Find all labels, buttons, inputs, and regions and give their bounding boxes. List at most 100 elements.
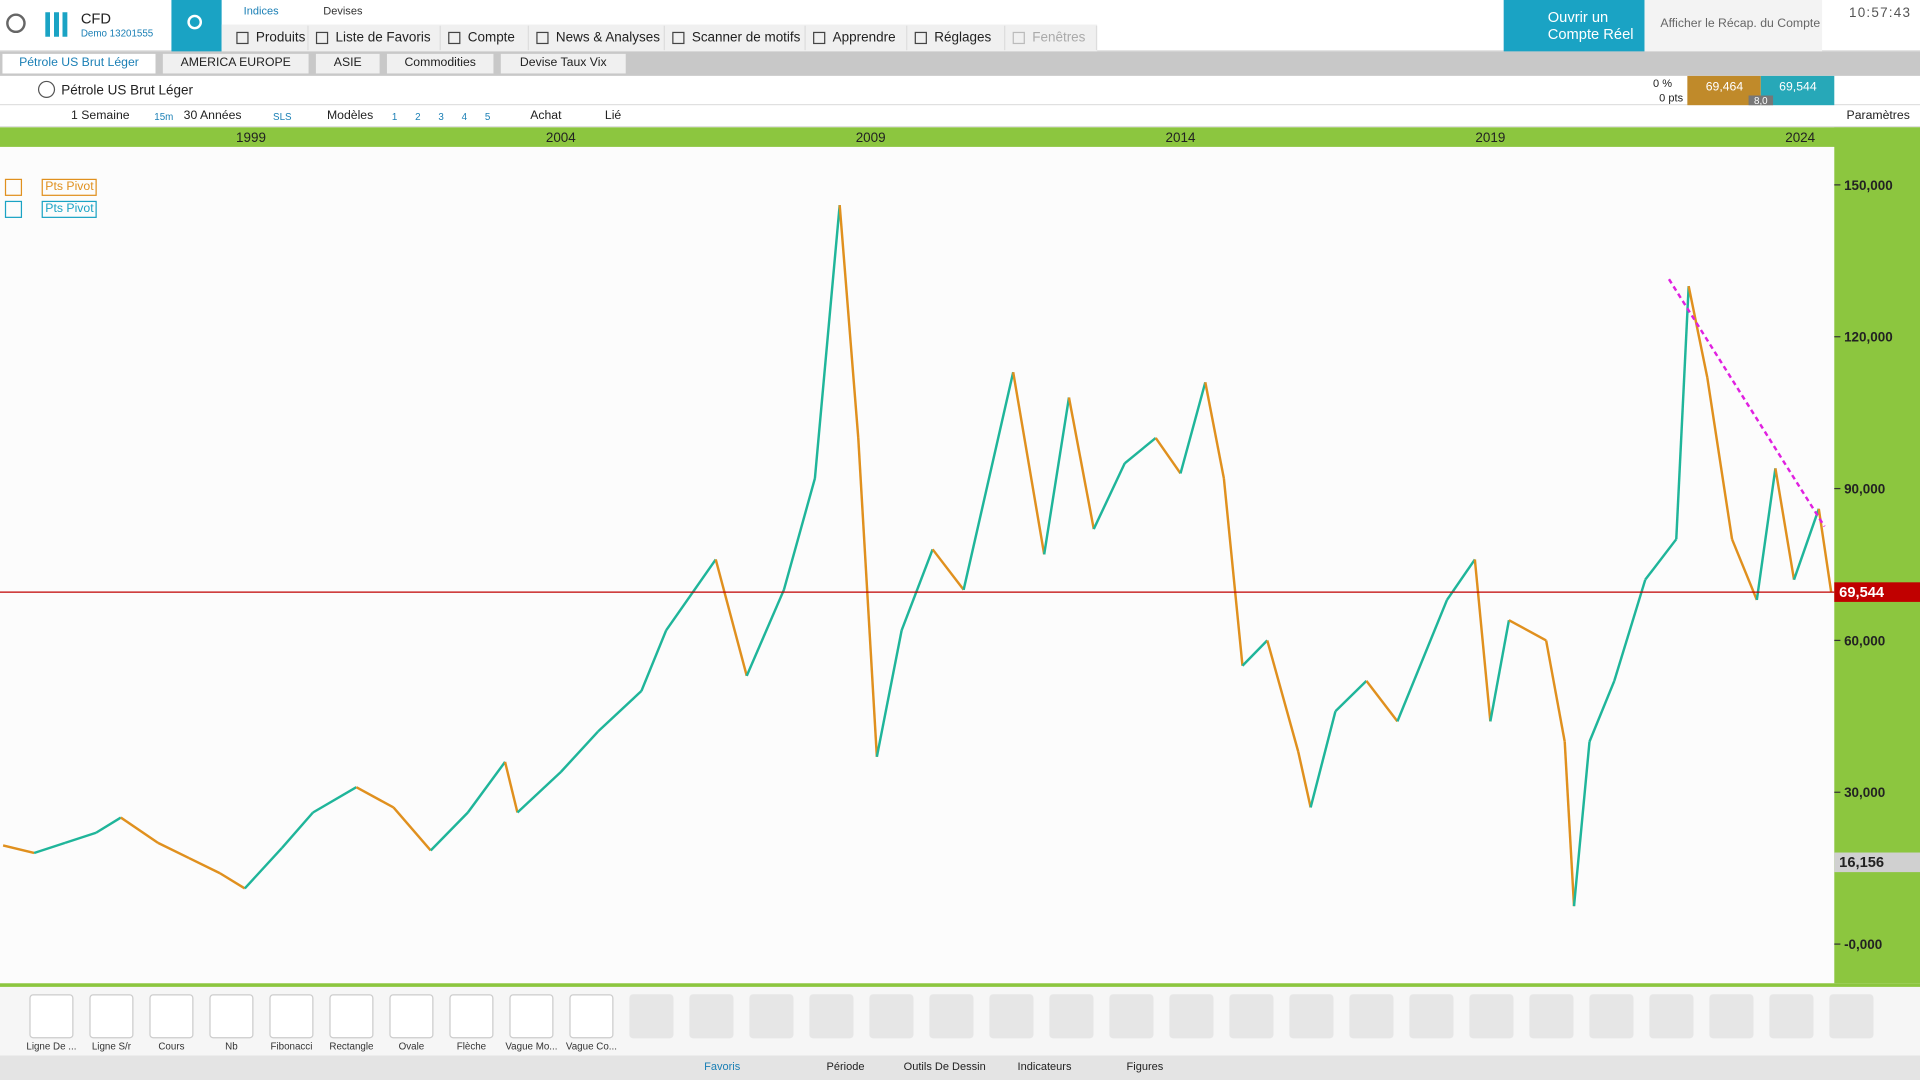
bottom-tab[interactable]: Outils De Dessin [903,1060,986,1073]
bottom-tab[interactable]: Favoris [704,1060,741,1073]
price-segment [1563,741,1576,907]
price-segment [1123,437,1157,465]
menu-item[interactable] [911,25,1006,51]
menu-icon [448,31,461,45]
cta-line: Ouvrir un [1547,8,1609,26]
bottom-tab[interactable]: Figures [1126,1060,1164,1073]
plot-area [0,146,1835,984]
toolbar-item[interactable]: Paramètres [1846,108,1910,123]
toolbar-item[interactable]: Achat [530,108,562,123]
price-segment [1544,640,1566,742]
tool-button[interactable] [89,994,134,1039]
menu-label: News & Analyses [555,30,660,46]
bid-button[interactable]: 69,464 [1687,75,1761,106]
tool-button[interactable] [29,994,74,1039]
menu-bar [221,24,1098,52]
price-segment [219,872,246,890]
watchlist-tab[interactable]: Devise Taux Vix [500,53,626,74]
menu-icon [813,31,826,45]
watchlist-tab[interactable]: Pétrole US Brut Léger [2,53,156,74]
price-segment [745,589,786,677]
price-segment [188,856,221,875]
toolbar-item[interactable]: 3 [438,111,444,123]
tool-button[interactable] [569,994,614,1039]
menu-item[interactable] [312,25,441,51]
cta-button[interactable] [1503,0,1645,52]
menu-label: Produits [255,30,306,46]
tool-label: Ligne S/r [91,1040,132,1052]
tool-label: Vague Co... [565,1040,617,1052]
cta-line: Compte Réel [1547,25,1634,43]
menu-item[interactable] [1009,25,1098,51]
tool-slot [1769,994,1814,1039]
price-segment [1445,558,1476,601]
search-button[interactable] [171,0,222,52]
x-tick-label: 2024 [1785,130,1815,145]
price-segment [857,437,879,757]
price-segment [1297,751,1312,808]
toolbar-item[interactable]: 4 [461,111,468,123]
price-segment [95,816,122,834]
menu-item[interactable] [809,25,908,51]
price-segment [392,806,432,852]
y-tick-label: 150,000 [1844,178,1893,193]
price-segment [281,811,314,849]
tool-button[interactable] [209,994,254,1039]
tool-slot [689,994,734,1039]
menu-label: Compte [467,30,515,46]
price-segment [1572,741,1591,907]
price-segment [1204,382,1226,479]
price-segment [1792,508,1820,581]
price-segment [355,786,395,809]
watchlist-tab[interactable]: Commodities [386,53,494,74]
indicator-label[interactable]: Pts Pivot [41,200,98,218]
toolbar-item[interactable]: 30 Années [183,108,242,123]
price-segment [782,478,817,591]
toolbar-item[interactable]: 5 [484,111,491,123]
user-icon[interactable] [6,13,26,34]
menu-icon [1012,31,1025,45]
tool-button[interactable] [149,994,194,1039]
menu-item[interactable] [669,25,806,51]
tool-button[interactable] [269,994,314,1039]
instrument-bar [0,75,1920,106]
price-segment [931,548,965,591]
watchlist-tab[interactable]: AMERICA EUROPE [162,53,309,74]
menu-item[interactable] [233,25,309,51]
bottom-tab[interactable]: Période [826,1060,865,1073]
tool-button[interactable] [389,994,434,1039]
indicator-close[interactable] [4,178,23,196]
tool-button[interactable] [509,994,554,1039]
tool-button[interactable] [449,994,494,1039]
price-segment [1266,640,1300,753]
price-segment [1706,377,1734,540]
price-segment [1755,468,1777,601]
indicator-label[interactable]: Pts Pivot [41,178,98,196]
menu-item[interactable] [444,25,529,51]
bottom-tab[interactable]: Indicateurs [1017,1060,1072,1073]
toolbar-item[interactable]: 1 Semaine [71,108,130,123]
header-tab[interactable]: Indices [243,4,279,18]
x-tick-label: 2009 [856,130,886,145]
indicator-close[interactable] [4,200,23,218]
toolbar-item[interactable]: SLS [273,111,292,123]
watchlist-tab[interactable]: ASIE [315,53,380,74]
tool-button[interactable] [329,994,374,1039]
menu-item[interactable] [533,25,665,51]
tool-slot [1169,994,1214,1039]
header-tab[interactable]: Devises [323,4,363,18]
toolbar-item[interactable]: Lié [604,108,622,123]
toolbar-item[interactable]: Modèles [326,108,374,123]
price-marker-label: 16,156 [1839,855,1884,871]
price-segment [516,771,562,814]
price-segment [2,844,35,855]
price-segment [64,831,97,845]
price-segment [243,847,283,890]
recap-button[interactable] [1644,0,1823,52]
ask-button[interactable]: 69,544 [1760,75,1835,106]
toolbar-item[interactable]: 2 [415,111,421,123]
info-icon[interactable] [37,80,56,98]
toolbar-item[interactable]: 15m [154,111,174,123]
menu-label: Apprendre [832,30,896,46]
toolbar-item[interactable]: 1 [391,111,398,123]
